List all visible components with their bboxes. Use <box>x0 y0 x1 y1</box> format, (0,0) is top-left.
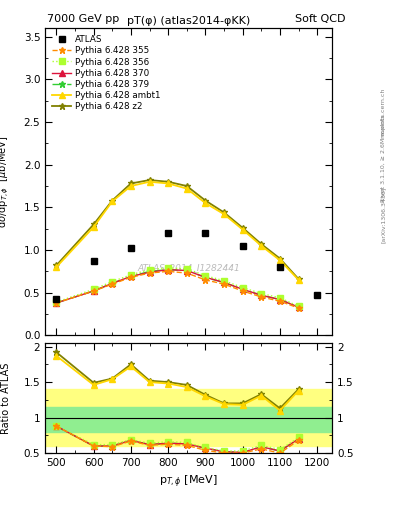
Text: Soft QCD: Soft QCD <box>296 14 346 25</box>
Y-axis label: Ratio to ATLAS: Ratio to ATLAS <box>1 362 11 434</box>
Title: pT(φ) (atlas2014-φKK): pT(φ) (atlas2014-φKK) <box>127 16 250 26</box>
Bar <box>45 389 332 446</box>
Text: Rivet 3.1.10, ≥ 2.6M events: Rivet 3.1.10, ≥ 2.6M events <box>381 115 386 202</box>
Text: [arXiv:1306.3436]: [arXiv:1306.3436] <box>381 187 386 243</box>
Y-axis label: d$\sigma$/dp$_{T,\phi}$  [$\mu$b/MeV]: d$\sigma$/dp$_{T,\phi}$ [$\mu$b/MeV] <box>0 136 11 228</box>
Bar <box>45 407 332 432</box>
Text: ATLAS_2014_I1282441: ATLAS_2014_I1282441 <box>137 263 240 272</box>
Text: mcplots.cern.ch: mcplots.cern.ch <box>381 88 386 138</box>
Text: 7000 GeV pp: 7000 GeV pp <box>47 14 119 25</box>
X-axis label: p$_{T,\phi}$ [MeV]: p$_{T,\phi}$ [MeV] <box>159 474 218 490</box>
Legend: ATLAS, Pythia 6.428 355, Pythia 6.428 356, Pythia 6.428 370, Pythia 6.428 379, P: ATLAS, Pythia 6.428 355, Pythia 6.428 35… <box>50 33 163 114</box>
